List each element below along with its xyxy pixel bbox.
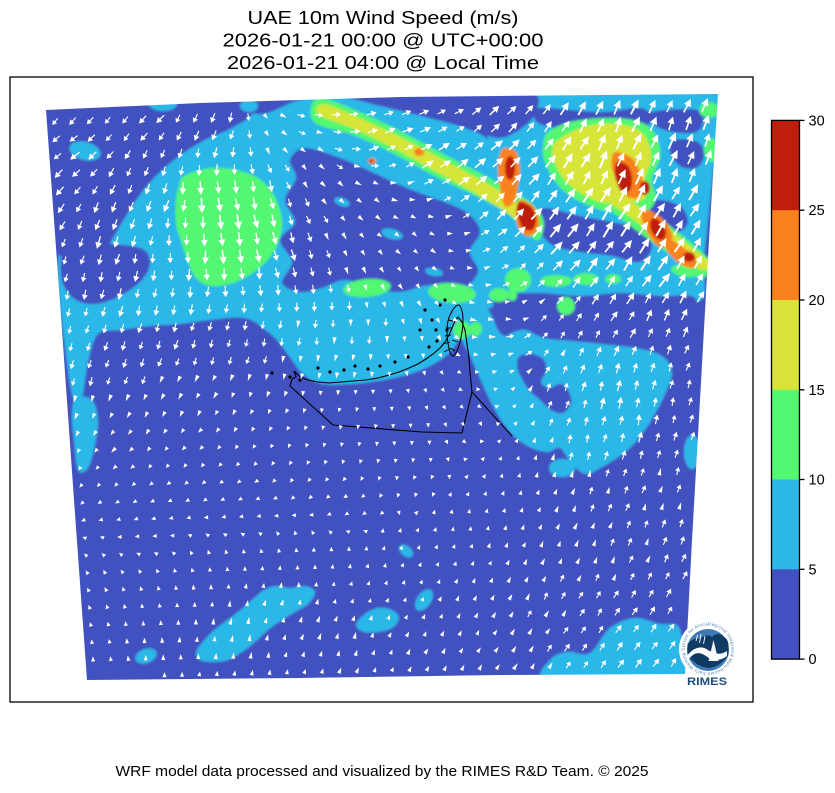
- svg-text:5: 5: [809, 562, 817, 578]
- svg-text:10: 10: [809, 473, 825, 489]
- svg-text:0: 0: [809, 652, 817, 668]
- svg-text:15: 15: [809, 383, 825, 399]
- svg-text:WRF model data processed and v: WRF model data processed and visualized …: [116, 764, 649, 780]
- svg-text:UAE 10m Wind Speed (m/s): UAE 10m Wind Speed (m/s): [248, 7, 519, 28]
- svg-text:2026-01-21 04:00 @ Local Time: 2026-01-21 04:00 @ Local Time: [227, 52, 539, 73]
- svg-text:RIMES: RIMES: [687, 676, 727, 688]
- svg-text:20: 20: [809, 293, 825, 309]
- svg-text:2026-01-21 00:00 @ UTC+00:00: 2026-01-21 00:00 @ UTC+00:00: [223, 30, 544, 51]
- svg-text:25: 25: [809, 203, 825, 219]
- svg-text:30: 30: [809, 113, 825, 129]
